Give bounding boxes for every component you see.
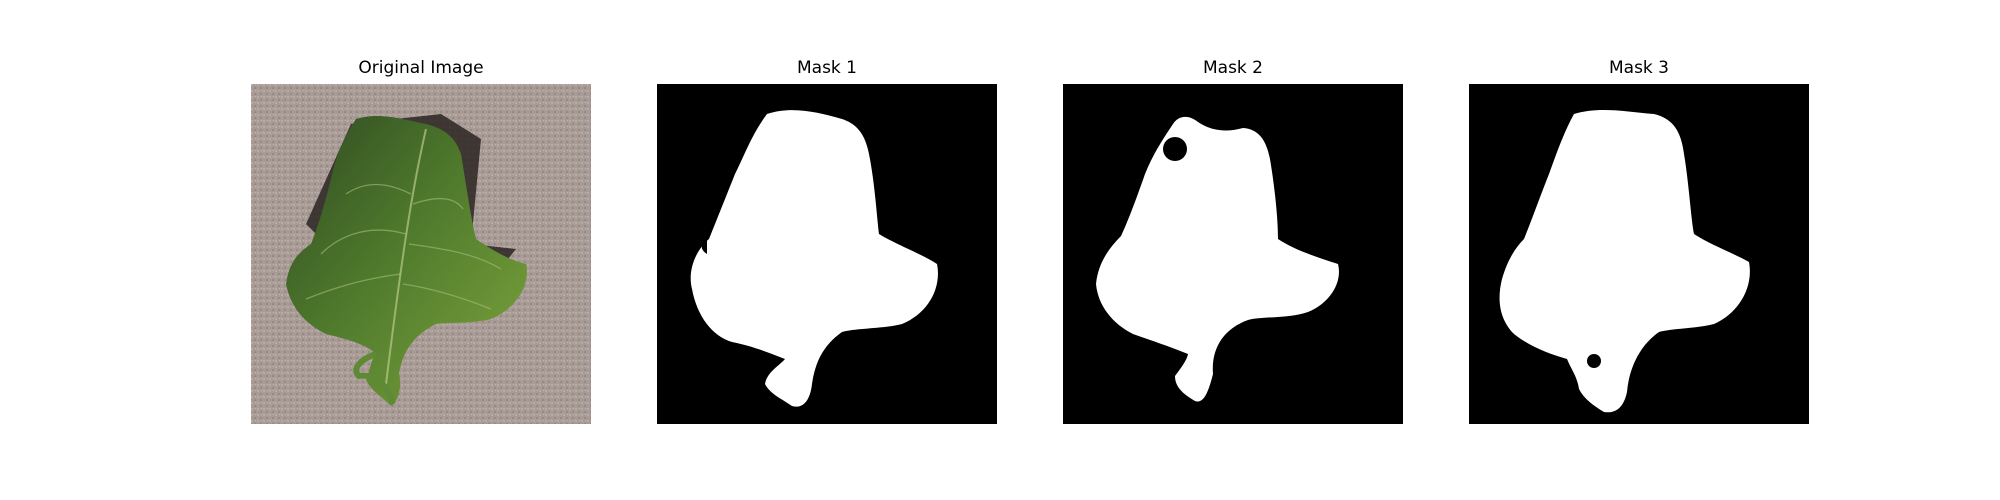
panel-mask-3: Mask 3	[1469, 0, 1809, 500]
panel-title: Mask 2	[1202, 58, 1263, 78]
mask-1-shape	[657, 84, 997, 424]
mask-3-image	[1469, 84, 1809, 424]
leaf-photo	[251, 84, 591, 424]
panel-title: Original Image	[358, 58, 484, 78]
original-image	[251, 84, 591, 424]
panel-mask-2: Mask 2	[1063, 0, 1403, 500]
panel-original-image: Original Image	[251, 0, 591, 500]
mask-3-shape	[1469, 84, 1809, 424]
panel-title: Mask 1	[796, 58, 857, 78]
panel-mask-1: Mask 1	[657, 0, 997, 500]
mask-2-image	[1063, 84, 1403, 424]
mask-1-image	[657, 84, 997, 424]
mask-2-shape	[1063, 84, 1403, 424]
panel-title: Mask 3	[1608, 58, 1669, 78]
